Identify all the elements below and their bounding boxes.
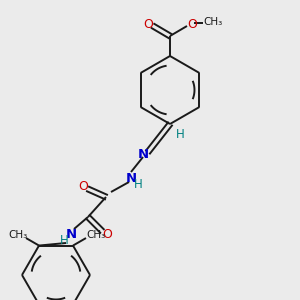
Text: CH₃: CH₃ [86,230,106,240]
Text: O: O [102,227,112,241]
Text: H: H [134,178,142,190]
Text: N: N [137,148,148,160]
Text: N: N [65,227,76,241]
Text: O: O [78,181,88,194]
Text: H: H [176,128,184,140]
Text: O: O [187,17,197,31]
Text: CH₃: CH₃ [203,17,223,27]
Text: CH₃: CH₃ [8,230,28,240]
Text: H: H [60,235,68,248]
Text: O: O [143,17,153,31]
Text: N: N [125,172,136,185]
